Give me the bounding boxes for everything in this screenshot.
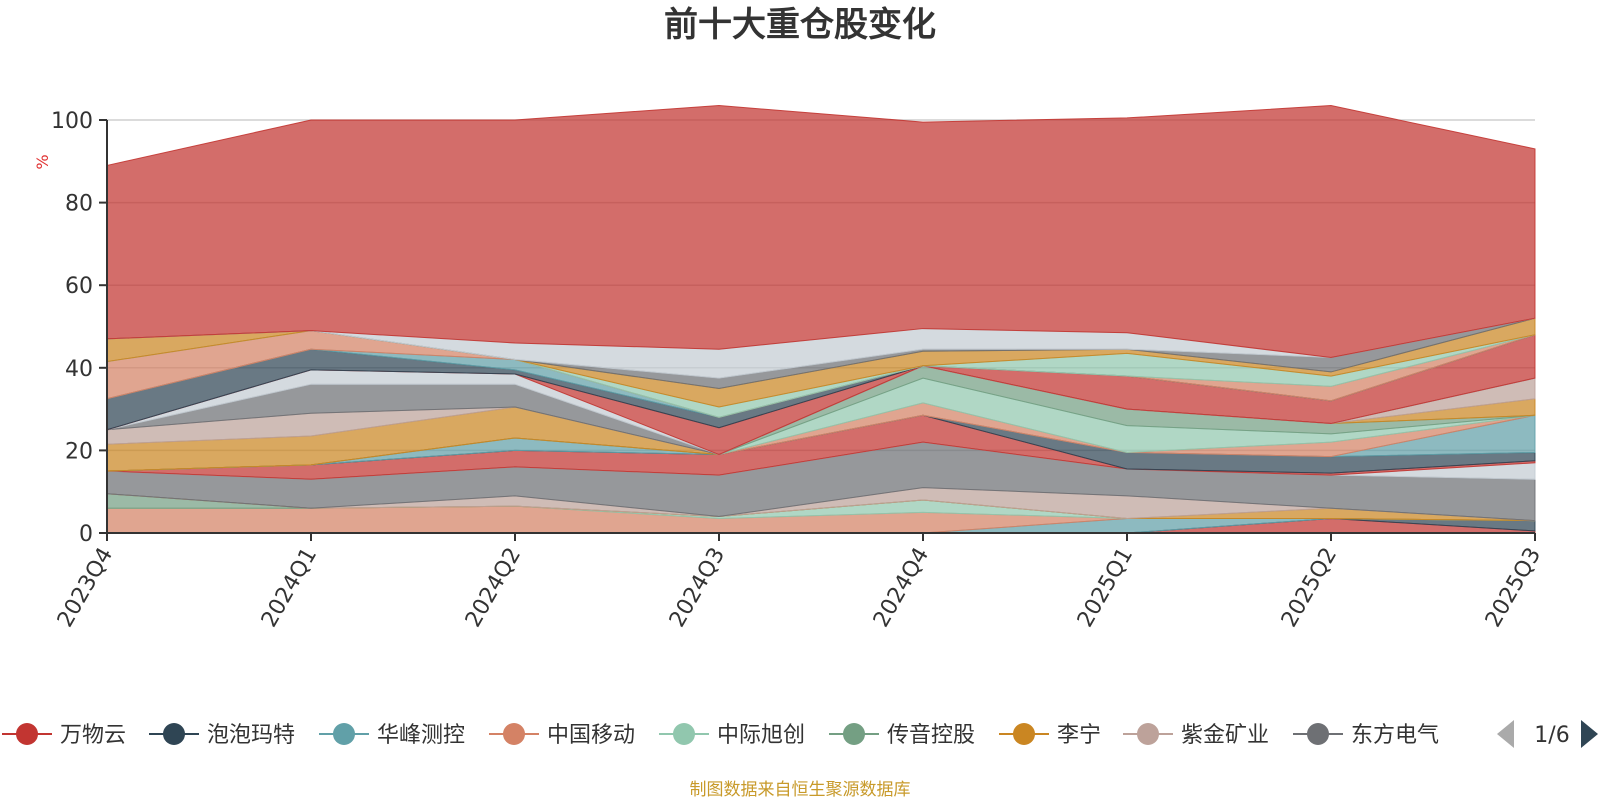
x-tick-label: 2023Q4 — [53, 544, 118, 632]
legend-label: 中际旭创 — [717, 723, 805, 748]
y-tick-label: 60 — [65, 274, 93, 299]
source-note: 制图数据来自恒生聚源数据库 — [690, 780, 911, 800]
legend-marker — [673, 723, 695, 745]
legend-item[interactable]: 传音控股 — [829, 723, 975, 748]
chart-title: 前十大重仓股变化 — [664, 5, 936, 45]
x-tick-label: 2024Q3 — [665, 544, 730, 632]
y-axis-label: % — [33, 154, 52, 169]
legend: 万物云 泡泡玛特 华峰测控 中国移动 中际旭创 传音控股 李宁 紫金矿业 东方电气 1/6 — [2, 720, 1598, 748]
legend-label: 李宁 — [1057, 723, 1101, 748]
x-tick-label: 2024Q1 — [257, 544, 322, 632]
legend-item[interactable]: 华峰测控 — [319, 723, 465, 748]
legend-label: 中国移动 — [547, 723, 635, 748]
legend-item[interactable]: 泡泡玛特 — [149, 723, 295, 748]
y-tick-label: 20 — [65, 439, 93, 464]
x-tick-label: 2024Q4 — [869, 544, 934, 632]
legend-pager: 1/6 — [1497, 720, 1598, 748]
legend-item[interactable]: 紫金矿业 — [1123, 723, 1269, 748]
legend-item[interactable]: 李宁 — [999, 723, 1101, 748]
legend-label: 泡泡玛特 — [207, 723, 295, 748]
legend-item[interactable]: 中际旭创 — [659, 723, 805, 748]
legend-marker — [1307, 723, 1329, 745]
legend-next-page-icon[interactable] — [1581, 720, 1598, 748]
x-tick-label: 2025Q1 — [1073, 544, 1138, 632]
legend-item[interactable]: 东方电气 — [1293, 723, 1439, 748]
legend-marker — [163, 723, 185, 745]
area-series-28 — [106, 105, 1536, 358]
legend-marker — [1137, 723, 1159, 745]
legend-page-indicator: 1/6 — [1534, 723, 1569, 748]
legend-label: 传音控股 — [887, 723, 975, 748]
y-tick-label: 80 — [65, 192, 93, 217]
x-tick-label: 2024Q2 — [461, 544, 526, 632]
stacked-areas — [106, 105, 1536, 534]
legend-item[interactable]: 中国移动 — [489, 723, 635, 748]
y-tick-label: 0 — [79, 522, 93, 547]
legend-label: 紫金矿业 — [1181, 723, 1269, 748]
legend-item[interactable]: 万物云 — [2, 723, 126, 748]
legend-label: 东方电气 — [1351, 723, 1439, 748]
y-tick-label: 40 — [65, 357, 93, 382]
legend-label: 万物云 — [60, 723, 126, 748]
y-tick-label: 100 — [51, 109, 93, 134]
legend-label: 华峰测控 — [377, 723, 465, 748]
legend-prev-page-icon[interactable] — [1497, 720, 1514, 748]
x-tick-label: 2025Q3 — [1481, 544, 1546, 632]
legend-marker — [503, 723, 525, 745]
legend-items: 万物云 泡泡玛特 华峰测控 中国移动 中际旭创 传音控股 李宁 紫金矿业 东方电气 — [2, 723, 1439, 748]
legend-marker — [1013, 723, 1035, 745]
legend-marker — [333, 723, 355, 745]
legend-marker — [843, 723, 865, 745]
legend-marker — [16, 723, 38, 745]
x-tick-label: 2025Q2 — [1277, 544, 1342, 632]
